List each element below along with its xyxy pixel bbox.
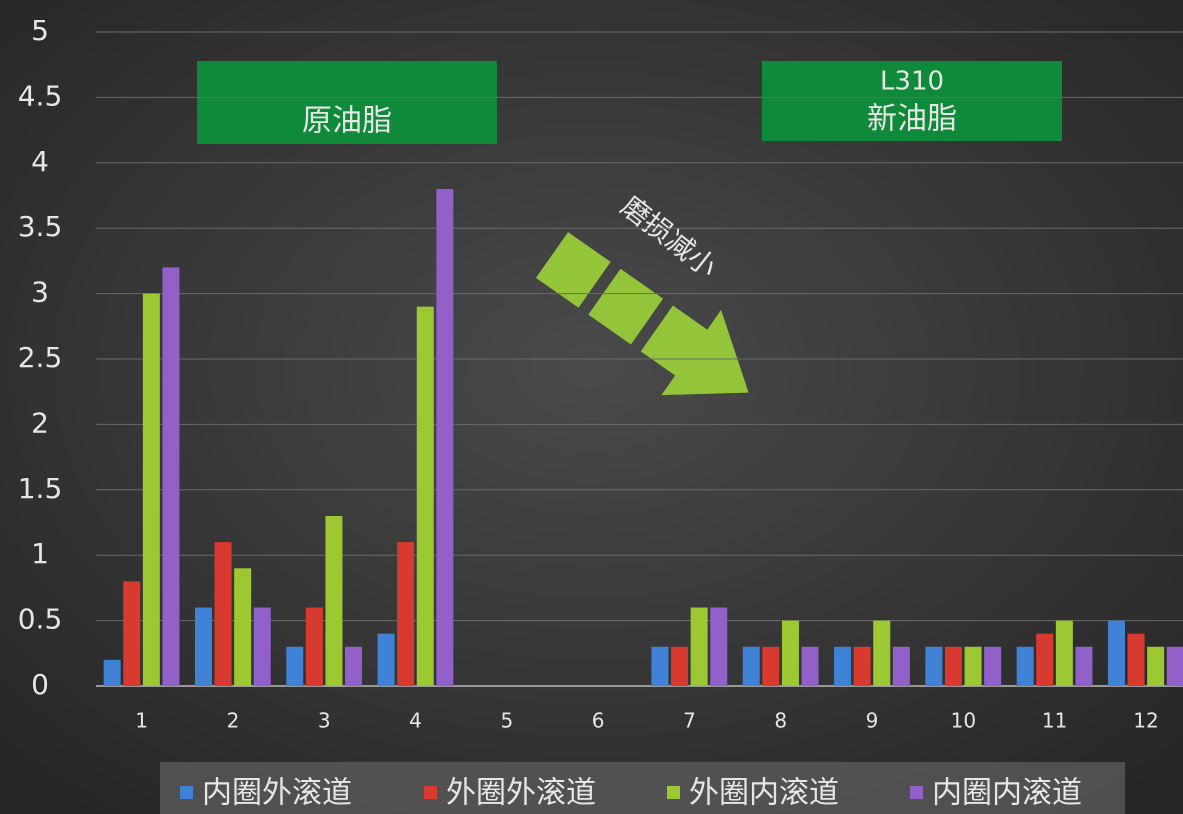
bar [1166, 646, 1183, 686]
y-tick-label: 2.5 [18, 341, 63, 374]
bar [123, 581, 141, 686]
bar [234, 568, 252, 686]
x-tick-label: 3 [318, 709, 331, 733]
bar [944, 646, 962, 686]
bar [253, 607, 271, 686]
bar [781, 620, 799, 686]
bar [834, 646, 852, 686]
legend-box [160, 762, 1125, 814]
bar [103, 659, 121, 686]
bar [345, 646, 363, 686]
y-tick-label: 2 [31, 406, 49, 439]
legend-label: 内圈外滚道 [202, 776, 352, 811]
bar [964, 646, 982, 686]
x-tick-label: 2 [227, 709, 240, 733]
bar [162, 267, 180, 686]
bar [1147, 646, 1165, 686]
y-tick-label: 3.5 [18, 210, 63, 243]
bar [984, 646, 1002, 686]
y-tick-label: 1 [31, 537, 49, 570]
bar [286, 646, 304, 686]
y-tick-label: 4 [31, 145, 49, 178]
bar [416, 306, 434, 686]
x-tick-label: 10 [951, 709, 976, 733]
annotation-box [197, 61, 497, 144]
y-tick-label: 0 [31, 668, 49, 701]
bar [651, 646, 669, 686]
bar [762, 646, 780, 686]
annotation: 原油脂 [302, 104, 392, 139]
bar [377, 633, 395, 686]
annotation-box [762, 61, 1062, 141]
bar [1075, 646, 1093, 686]
annotation: 新油脂 [867, 102, 957, 137]
x-tick-label: 5 [500, 709, 513, 733]
y-tick-label: 4.5 [18, 79, 63, 112]
x-tick-label: 9 [866, 709, 879, 733]
legend-label: 外圈内滚道 [689, 776, 839, 811]
x-tick-label: 11 [1042, 709, 1067, 733]
x-tick-label: 1 [135, 709, 148, 733]
bar [142, 293, 160, 686]
bar [853, 646, 871, 686]
y-tick-label: 5 [31, 14, 49, 47]
bar [873, 620, 891, 686]
arrow [535, 232, 749, 396]
bar [325, 515, 343, 686]
y-tick-label: 3 [31, 276, 49, 309]
bar [1107, 620, 1125, 686]
annotation: L310 [880, 67, 944, 97]
legend-marker [180, 786, 193, 799]
bar [397, 542, 415, 686]
bar [305, 607, 323, 686]
y-tick-label: 1.5 [18, 472, 63, 505]
x-tick-label: 7 [683, 709, 696, 733]
legend-marker [910, 786, 923, 799]
bar [214, 542, 232, 686]
bar [892, 646, 910, 686]
bar [1055, 620, 1073, 686]
bar [710, 607, 728, 686]
legend-marker [424, 786, 437, 799]
bar [194, 607, 212, 686]
x-tick-label: 8 [774, 709, 787, 733]
bar [801, 646, 819, 686]
bar [436, 188, 454, 686]
bar [671, 646, 689, 686]
y-tick-label: 0.5 [18, 603, 63, 636]
bar [1016, 646, 1034, 686]
legend-marker [667, 786, 680, 799]
bar [1036, 633, 1054, 686]
bar [1127, 633, 1145, 686]
legend-label: 外圈外滚道 [446, 776, 596, 811]
bar [690, 607, 708, 686]
x-tick-label: 6 [592, 709, 605, 733]
x-tick-label: 4 [409, 709, 422, 733]
bar [742, 646, 760, 686]
x-tick-label: 12 [1133, 709, 1158, 733]
legend-label: 内圈内滚道 [932, 776, 1082, 811]
bar [925, 646, 943, 686]
